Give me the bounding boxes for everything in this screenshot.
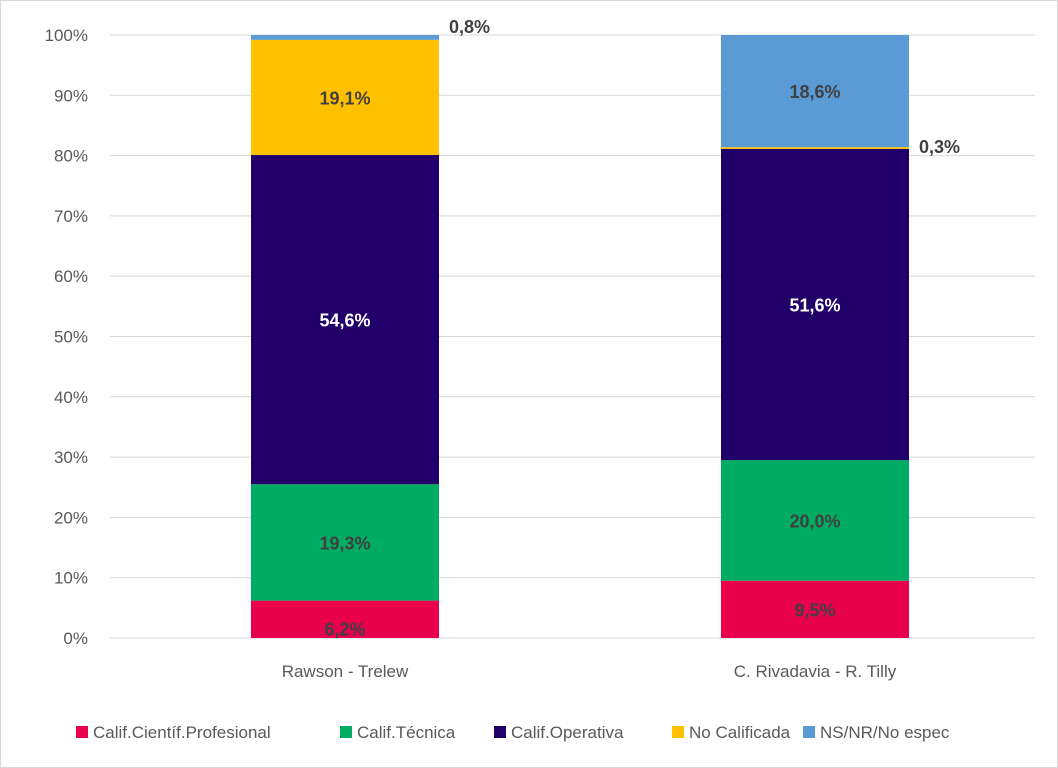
bar-segment [251, 484, 439, 601]
bar-segment [721, 147, 909, 149]
data-label: 19,1% [319, 88, 370, 108]
data-label: 54,6% [319, 311, 370, 331]
y-tick-label: 30% [54, 448, 88, 467]
data-label: 19,3% [319, 533, 370, 553]
bar-segment [251, 154, 439, 485]
legend-swatch [494, 726, 506, 738]
bars [251, 35, 909, 638]
bar-segment [721, 148, 909, 461]
bar-segment [721, 580, 909, 638]
y-tick-label: 70% [54, 207, 88, 226]
x-category-label: C. Rivadavia - R. Tilly [734, 662, 897, 681]
y-axis-ticks: 0% 10% 20% 30% 40% 50% 60% 70% 80% 90% 100% [45, 26, 88, 648]
data-label: 0,3% [919, 137, 960, 157]
legend-label: Calif.Técnica [357, 723, 456, 742]
bar-segment [721, 35, 909, 148]
legend-swatch [76, 726, 88, 738]
data-label: 18,6% [789, 82, 840, 102]
y-tick-label: 100% [45, 26, 88, 45]
legend-label: No Calificada [689, 723, 791, 742]
legend-label: Calif.Operativa [511, 723, 624, 742]
y-tick-label: 60% [54, 267, 88, 286]
legend-swatch [340, 726, 352, 738]
y-tick-label: 90% [54, 86, 88, 105]
legend-swatch [803, 726, 815, 738]
bar-segment [251, 35, 439, 40]
y-tick-label: 50% [54, 328, 88, 347]
legend: Calif.Científ.Profesional Calif.Técnica Ca… [76, 723, 950, 742]
x-axis-categories: Rawson - Trelew C. Rivadavia - R. Tilly [282, 662, 897, 681]
data-label: 51,6% [789, 296, 840, 316]
y-tick-label: 10% [54, 569, 88, 588]
legend-label: Calif.Científ.Profesional [93, 723, 271, 742]
data-labels: 6,2% 19,3% 54,6% 19,1% 0,8% 9,5% 20,0% 51,6% 0,3… [319, 17, 960, 639]
data-label: 20,0% [789, 511, 840, 531]
y-tick-label: 40% [54, 388, 88, 407]
x-category-label: Rawson - Trelew [282, 662, 409, 681]
y-tick-label: 80% [54, 147, 88, 166]
bar-segment [721, 460, 909, 581]
data-label: 9,5% [794, 600, 835, 620]
bar-segment [251, 600, 439, 638]
y-tick-label: 20% [54, 508, 88, 527]
legend-label: NS/NR/No espec [820, 723, 950, 742]
data-label: 0,8% [449, 17, 490, 37]
bar-segment [251, 39, 439, 155]
legend-swatch [672, 726, 684, 738]
y-tick-label: 0% [63, 629, 88, 648]
data-label: 6,2% [324, 619, 365, 639]
